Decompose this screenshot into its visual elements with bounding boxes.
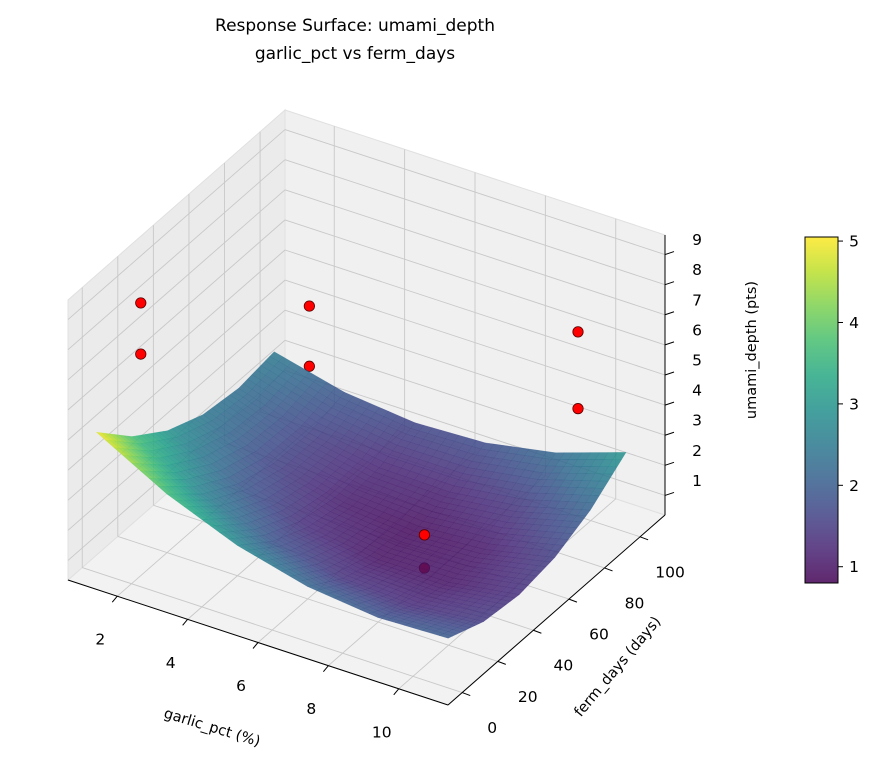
z-tick-mark (664, 461, 675, 466)
z-tick-mark (664, 311, 675, 316)
x-axis-label: garlic_pct (%) (162, 706, 262, 751)
scatter-front (135, 297, 584, 541)
gridline-z (67, 129, 286, 320)
z-tick-mark (664, 281, 675, 286)
x-tick-mark (322, 665, 329, 672)
gridline-z (284, 339, 666, 466)
gridline-z (284, 129, 666, 255)
gridline-z (67, 309, 286, 501)
z-tick-label: 7 (692, 291, 702, 309)
y-tick-mark (639, 536, 649, 541)
gridline-z (67, 249, 286, 441)
gridline-z (284, 159, 666, 286)
gridline-z (284, 249, 666, 376)
colorbar-tick-label: 3 (849, 395, 859, 413)
z-tick-label: 9 (692, 231, 702, 249)
gridline-z (284, 309, 666, 436)
x-tick-label: 6 (236, 677, 246, 695)
scatter-point (303, 300, 315, 312)
x-tick-mark (252, 642, 259, 649)
gridline-z (67, 159, 286, 351)
y-axis-line (447, 514, 666, 706)
x-tick-mark (182, 619, 189, 626)
z-tick-mark (664, 341, 675, 346)
y-tick-label: 40 (554, 657, 574, 675)
z-tick-label: 3 (692, 412, 702, 430)
z-tick-mark (664, 491, 675, 496)
scatter-point (572, 326, 584, 338)
gridline-z (67, 189, 286, 381)
z-tick-label: 5 (692, 352, 702, 370)
response-surface (95, 351, 627, 639)
y-tick-label: 80 (625, 594, 645, 612)
y-tick-mark (497, 660, 506, 665)
y-tick-mark (568, 598, 578, 603)
colorbar-tick-label: 2 (849, 477, 859, 495)
colorbar-gradient (804, 236, 839, 584)
scatter-point (572, 403, 584, 415)
scatter-point (135, 348, 147, 360)
x-tick-mark (393, 688, 400, 696)
colorbar-tick-label: 4 (849, 314, 859, 332)
gridline-z (284, 189, 666, 316)
y-tick-label: 60 (589, 626, 609, 644)
chart-title: Response Surface: umami_depth (215, 16, 495, 36)
y-tick-label: 0 (487, 719, 497, 737)
x-tick-mark (111, 595, 118, 603)
gridline-z (67, 219, 286, 411)
z-axis-label: umami_depth (pts) (744, 281, 760, 419)
z-tick-mark (664, 401, 675, 406)
z-tick-mark (664, 371, 675, 376)
z-tick-mark (664, 251, 675, 256)
y-tick-mark (604, 567, 613, 572)
z-tick-label: 8 (692, 261, 702, 279)
gridline-y (82, 567, 463, 693)
x-tick-label: 2 (95, 631, 105, 649)
y-tick-label: 20 (518, 688, 538, 706)
colorbar: 1 2 3 4 5 (804, 233, 859, 584)
colorbar-tick-label: 1 (849, 558, 859, 576)
axis-lines (67, 235, 675, 706)
y-tick-label: 100 (655, 563, 685, 581)
scatter-point (135, 297, 147, 309)
gridline-y (117, 535, 498, 662)
x-tick-label: 10 (372, 723, 392, 741)
z-tick-label: 1 (692, 472, 702, 490)
x-tick-label: 4 (166, 654, 176, 672)
y-tick-mark (533, 629, 542, 634)
z-tick-label: 6 (692, 321, 702, 339)
z-tick-label: 2 (692, 442, 702, 460)
y-tick-mark (462, 692, 471, 697)
z-tick-mark (664, 431, 675, 436)
x-tick-label: 8 (306, 700, 316, 718)
scatter-point (303, 360, 315, 372)
chart-subtitle: garlic_pct vs ferm_days (255, 44, 455, 64)
gridline-z (284, 219, 666, 346)
colorbar-tick-label: 5 (849, 233, 859, 251)
surface-facet (438, 633, 454, 639)
z-tick-label: 4 (692, 382, 702, 400)
gridline-z (284, 279, 666, 406)
y-axis-label: ferm_days (days) (572, 614, 665, 720)
scatter-point (418, 529, 431, 541)
